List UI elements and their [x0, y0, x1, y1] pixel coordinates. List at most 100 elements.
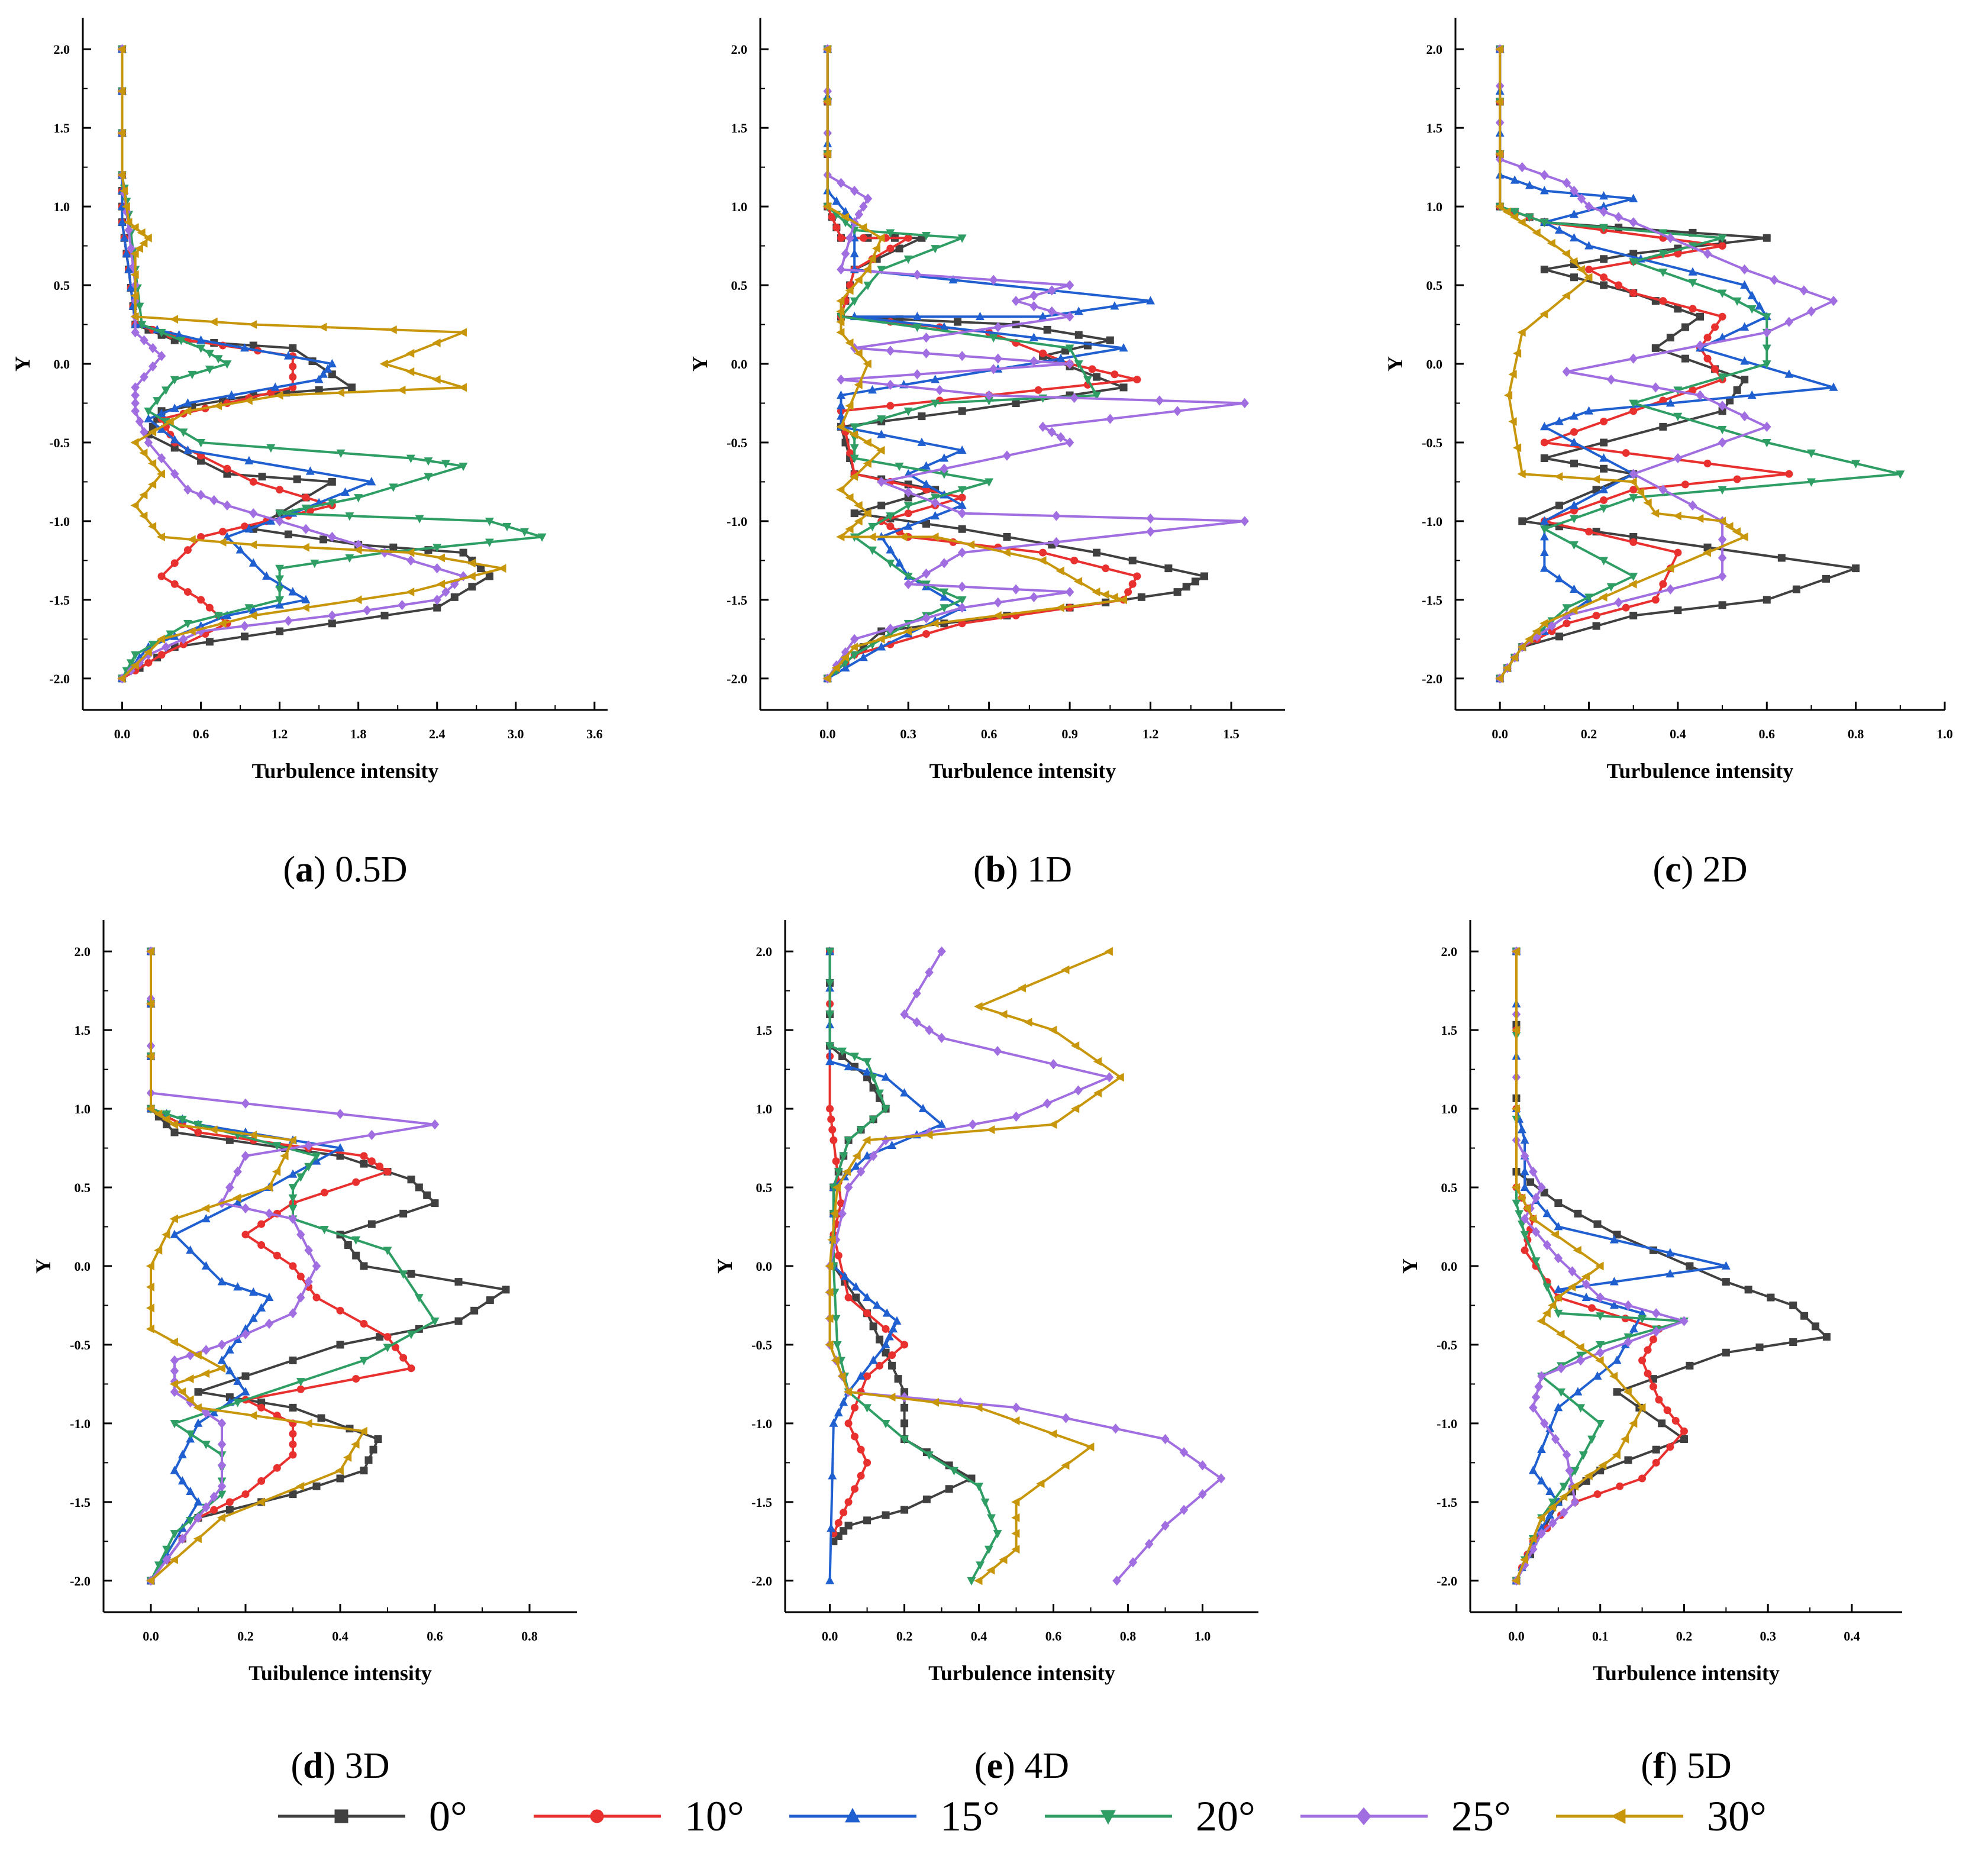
data-point: [485, 572, 493, 580]
data-point: [1510, 208, 1519, 217]
data-point: [276, 627, 284, 635]
y-axis-label: Y: [688, 356, 712, 372]
y-tick-label: -0.5: [1437, 1338, 1457, 1352]
data-point: [1119, 383, 1128, 392]
series-line: [150, 951, 507, 1582]
data-point: [193, 1534, 202, 1544]
data-point: [1029, 592, 1038, 603]
y-tick-label: 2.0: [75, 944, 91, 959]
data-point: [130, 291, 139, 301]
data-point: [1052, 537, 1061, 547]
data-point: [209, 1125, 218, 1134]
data-point: [415, 1183, 423, 1192]
data-point: [266, 516, 276, 525]
data-point: [1606, 583, 1616, 592]
data-point: [1539, 563, 1549, 572]
data-point: [876, 445, 885, 455]
data-point: [1531, 1193, 1541, 1203]
data-point: [1520, 1151, 1529, 1161]
data-point: [940, 588, 949, 597]
data-point: [940, 604, 949, 613]
data-point: [1532, 228, 1541, 237]
data-point: [1537, 1513, 1545, 1522]
data-point: [1852, 564, 1860, 573]
data-point: [868, 385, 877, 394]
y-tick-label: 2.0: [1441, 944, 1458, 959]
data-point: [837, 401, 845, 409]
data-point: [312, 1293, 321, 1302]
data-point: [240, 632, 248, 641]
data-point: [1083, 376, 1092, 385]
data-point: [341, 487, 350, 496]
y-tick-label: -2.0: [727, 671, 747, 686]
data-point: [502, 522, 512, 532]
data-point: [336, 1341, 344, 1349]
data-point: [957, 582, 967, 592]
series-line: [150, 951, 412, 1582]
data-point: [863, 1067, 872, 1076]
data-point: [139, 490, 148, 500]
data-point: [993, 353, 1003, 364]
data-point: [241, 1203, 250, 1214]
data-point: [1612, 1355, 1622, 1364]
data-point: [241, 1151, 250, 1161]
data-point: [223, 464, 231, 473]
y-tick-label: 2.0: [731, 42, 748, 57]
data-point: [270, 382, 280, 391]
data-point: [1651, 1308, 1661, 1319]
data-point: [143, 233, 152, 243]
data-point: [877, 476, 886, 487]
data-point: [360, 1160, 368, 1168]
data-point: [903, 487, 913, 498]
data-point: [887, 1140, 897, 1150]
data-point: [222, 532, 232, 541]
data-point: [209, 495, 219, 506]
data-point: [1733, 386, 1741, 394]
y-tick-label: -0.5: [70, 1338, 91, 1352]
data-point: [1512, 1199, 1521, 1208]
y-tick-label: 1.0: [731, 199, 748, 214]
data-point: [1240, 398, 1250, 409]
data-point: [1029, 332, 1038, 341]
data-point: [842, 1167, 851, 1176]
data-point: [1593, 1371, 1602, 1380]
data-point: [399, 1270, 408, 1279]
data-point: [1732, 527, 1741, 537]
data-point: [217, 1460, 227, 1471]
data-point: [1517, 1125, 1526, 1134]
data-point: [1596, 1292, 1605, 1303]
data-point: [1629, 494, 1638, 503]
data-point: [828, 1126, 837, 1134]
data-point: [887, 1393, 896, 1402]
data-point: [312, 1152, 321, 1161]
data-point: [829, 1209, 838, 1218]
data-point: [837, 177, 845, 188]
data-point: [343, 1453, 352, 1462]
data-point: [139, 238, 148, 248]
data-point: [1722, 1348, 1730, 1357]
data-point: [1763, 596, 1771, 604]
data-point: [836, 485, 845, 495]
data-point: [1609, 1235, 1619, 1244]
data-point: [424, 457, 433, 466]
data-point: [966, 540, 975, 550]
data-point: [1584, 593, 1593, 602]
y-tick-label: -0.5: [49, 435, 70, 450]
y-tick-label: -1.0: [49, 514, 70, 529]
data-point: [1511, 947, 1520, 956]
data-point: [844, 1419, 853, 1428]
data-point: [922, 629, 931, 638]
data-point: [1598, 1461, 1607, 1470]
data-point: [922, 461, 931, 470]
data-point: [249, 477, 257, 486]
data-point: [467, 558, 476, 568]
data-point: [871, 244, 881, 253]
data-point: [177, 1476, 187, 1485]
y-tick-label: 0.5: [75, 1180, 91, 1195]
data-point: [925, 1025, 934, 1035]
data-point: [993, 611, 1002, 620]
series-line: [828, 951, 906, 1534]
data-point: [1520, 1182, 1529, 1191]
data-point: [822, 44, 831, 54]
data-point: [948, 275, 958, 284]
